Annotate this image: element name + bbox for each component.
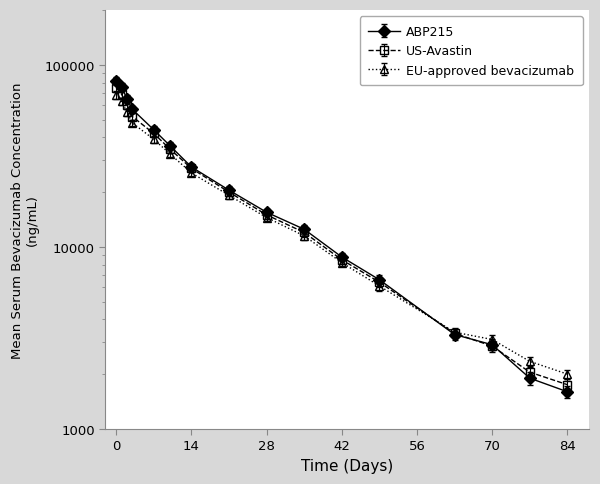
Y-axis label: Mean Serum Bevacizumab Concentration
(ng/mL): Mean Serum Bevacizumab Concentration (ng… [11, 82, 39, 358]
X-axis label: Time (Days): Time (Days) [301, 458, 393, 473]
Legend: ABP215, US-Avastin, EU-approved bevacizumab: ABP215, US-Avastin, EU-approved bevacizu… [359, 17, 583, 86]
